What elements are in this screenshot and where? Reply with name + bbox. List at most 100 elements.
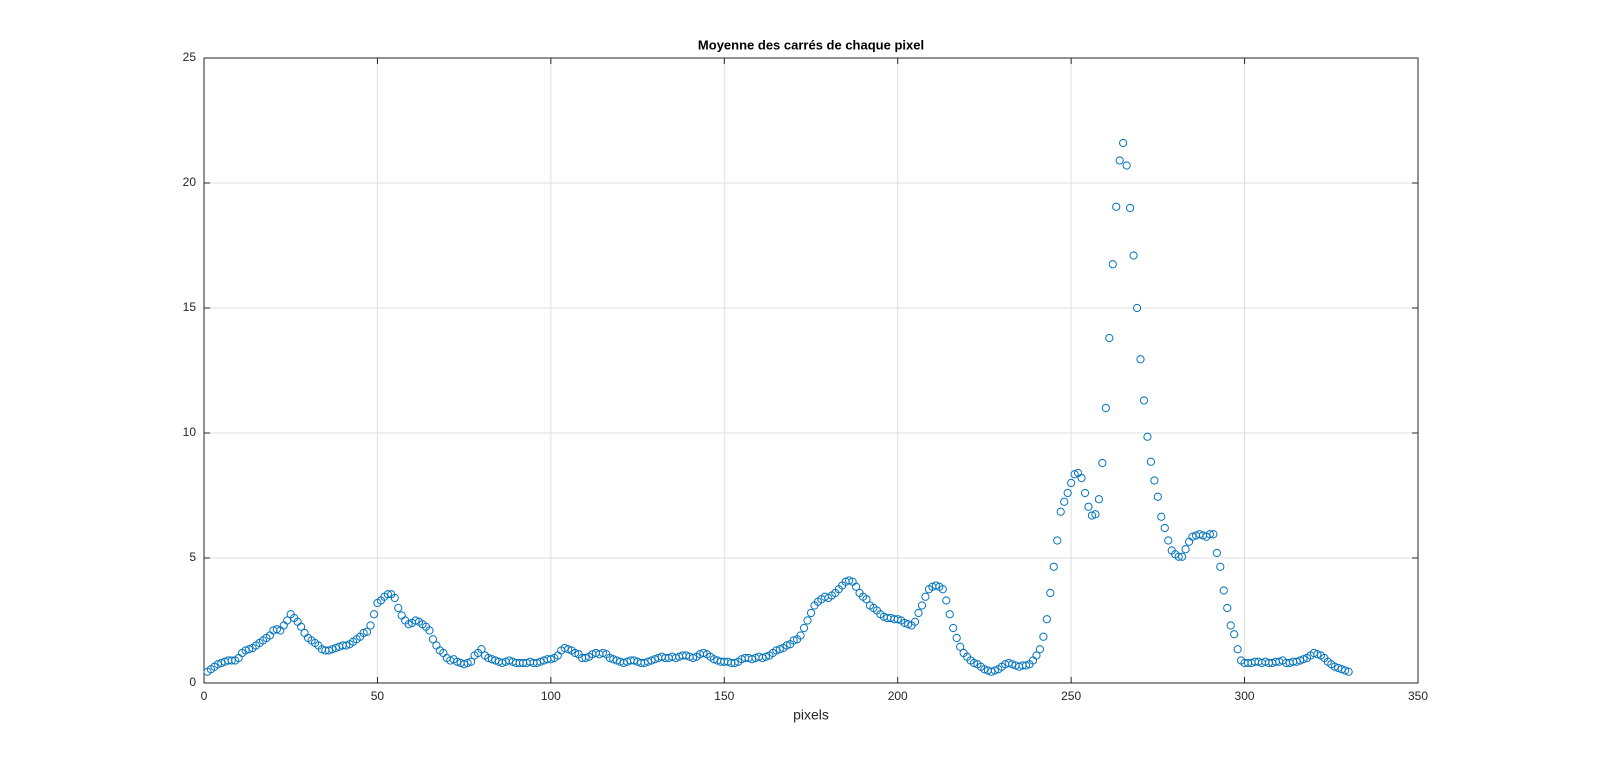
data-point: [1108, 260, 1117, 269]
data-point: [1049, 562, 1058, 571]
data-point: [921, 592, 930, 601]
data-point: [498, 658, 507, 668]
data-point: [383, 590, 392, 599]
data-point: [969, 658, 979, 668]
y-tick-label: 5: [189, 550, 196, 564]
data-point: [1188, 532, 1197, 541]
data-point: [1150, 476, 1159, 485]
data-point: [1122, 161, 1131, 170]
data-point: [1056, 507, 1065, 516]
x-tick-label: 250: [1061, 689, 1081, 703]
data-point: [931, 581, 940, 590]
data-point: [782, 641, 791, 650]
data-point: [1153, 492, 1162, 501]
data-point: [1101, 403, 1110, 413]
axes-box: [203, 57, 1419, 684]
data-point: [1091, 510, 1100, 519]
data-point: [1112, 202, 1121, 211]
data-point: [1067, 478, 1076, 488]
data-point: [803, 616, 812, 625]
data-point: [331, 643, 340, 653]
data-point: [1212, 548, 1221, 558]
data-point: [747, 655, 757, 664]
data-point: [564, 645, 573, 654]
data-point: [1334, 663, 1343, 673]
data-point: [789, 636, 798, 645]
data-point: [1230, 630, 1239, 639]
x-tick-label: 100: [541, 689, 561, 703]
data-point: [1233, 645, 1242, 654]
data-point: [619, 658, 628, 668]
data-point: [1209, 530, 1218, 539]
data-point: [1309, 648, 1319, 658]
data-point: [460, 660, 469, 669]
data-point: [1070, 470, 1079, 479]
data-point: [1164, 536, 1173, 545]
data-point: [411, 616, 420, 625]
data-point: [904, 620, 913, 629]
data-point: [1039, 632, 1048, 641]
data-point: [1295, 656, 1305, 665]
x-tick-label: 50: [371, 689, 385, 703]
data-point: [688, 653, 698, 663]
data-point: [775, 645, 784, 654]
x-tick-label: 200: [888, 689, 908, 703]
data-point: [394, 603, 403, 613]
data-point: [893, 615, 902, 624]
data-point: [241, 646, 250, 655]
x-tick-label: 350: [1408, 689, 1428, 703]
data-point: [366, 621, 375, 630]
data-point: [283, 616, 292, 625]
data-point: [1035, 645, 1045, 654]
data-point: [1205, 530, 1214, 539]
data-point: [1181, 545, 1190, 554]
data-point: [709, 655, 718, 664]
y-tick-label: 25: [183, 50, 197, 64]
data-point: [362, 627, 372, 636]
data-point: [730, 658, 739, 668]
data-point: [244, 645, 254, 654]
data-point: [1094, 495, 1103, 504]
x-tick-label: 300: [1235, 689, 1255, 703]
data-point: [1136, 355, 1145, 364]
data-point: [1046, 588, 1055, 598]
data-point: [1098, 458, 1107, 468]
data-point: [671, 653, 680, 663]
data-point: [845, 576, 854, 585]
data-point: [1004, 658, 1013, 668]
data-point: [505, 656, 514, 665]
data-point: [699, 648, 708, 658]
data-point: [390, 593, 399, 603]
data-point: [796, 631, 805, 640]
data-point: [213, 660, 222, 669]
data-point: [532, 658, 542, 668]
data-point: [1313, 650, 1322, 659]
data-point: [605, 653, 614, 663]
data-point: [758, 653, 767, 663]
y-tick-label: 15: [183, 300, 197, 314]
data-point: [1292, 657, 1301, 666]
data-point: [609, 655, 618, 664]
data-point: [806, 608, 816, 618]
data-point: [630, 656, 639, 665]
data-point: [536, 657, 545, 666]
data-point: [1077, 473, 1086, 483]
data-point: [227, 656, 236, 665]
data-point: [1160, 523, 1169, 533]
data-point: [647, 656, 656, 665]
data-point: [1087, 511, 1097, 520]
data-point: [598, 648, 607, 658]
data-point: [342, 641, 351, 650]
data-point: [1119, 138, 1128, 148]
data-point: [682, 651, 691, 660]
data-point: [1226, 621, 1235, 630]
data-point: [900, 618, 909, 628]
plot-area: [204, 58, 1418, 683]
data-point: [799, 623, 809, 633]
data-point: [1042, 615, 1051, 624]
data-point: [956, 642, 965, 651]
data-point: [914, 608, 923, 618]
data-point: [949, 623, 958, 633]
data-point: [640, 658, 649, 668]
